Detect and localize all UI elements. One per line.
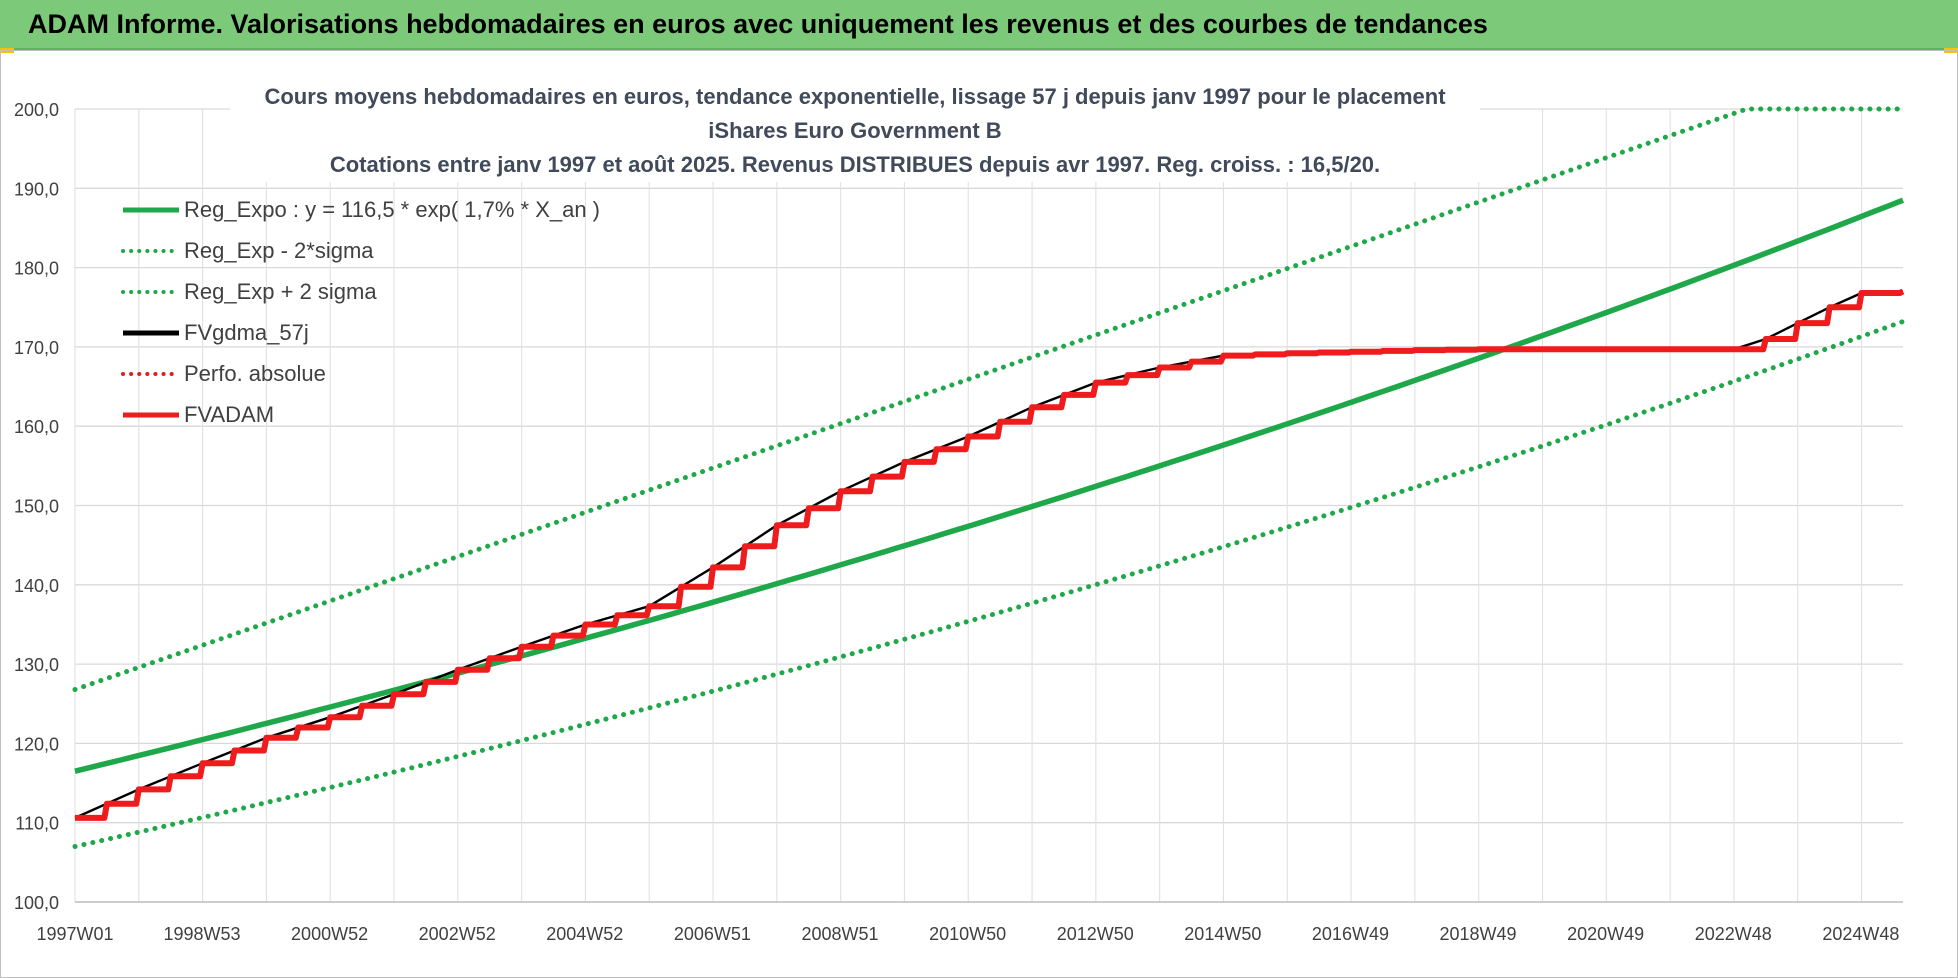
y-tick-label: 170,0 — [14, 338, 59, 358]
x-tick-label: 1998W53 — [163, 924, 240, 944]
x-tick-label: 2022W48 — [1695, 924, 1772, 944]
legend-swatch — [121, 371, 181, 376]
y-tick-label: 150,0 — [14, 497, 59, 517]
x-tick-label: 2008W51 — [801, 924, 878, 944]
y-tick-label: 140,0 — [14, 576, 59, 596]
y-tick-label: 190,0 — [14, 179, 59, 199]
legend-swatch — [121, 248, 181, 253]
x-tick-label: 2014W50 — [1184, 924, 1261, 944]
legend-swatch — [123, 330, 179, 335]
y-tick-label: 100,0 — [14, 893, 59, 913]
x-tick-label: 2018W49 — [1440, 924, 1517, 944]
legend-swatch — [121, 289, 181, 294]
legend-item: Perfo. absolue — [120, 353, 600, 394]
legend-swatch — [123, 412, 179, 417]
series-layer — [72, 106, 1906, 849]
y-tick-label: 200,0 — [14, 100, 59, 120]
grid — [74, 108, 1903, 903]
legend: Reg_Expo : y = 116,5 * exp( 1,7% * X_an … — [120, 189, 600, 435]
x-tick-label: 2006W51 — [674, 924, 751, 944]
legend-item: Reg_Exp + 2 sigma — [120, 271, 600, 312]
legend-label: Reg_Exp + 2 sigma — [184, 278, 377, 304]
y-tick-label: 120,0 — [14, 734, 59, 754]
x-tick-label: 2004W52 — [546, 924, 623, 944]
header-bar: ADAM Informe. Valorisations hebdomadaire… — [0, 0, 1958, 50]
x-tick-label: 2016W49 — [1312, 924, 1389, 944]
y-tick-label: 110,0 — [15, 814, 59, 834]
legend-label: FVADAM — [184, 401, 275, 427]
y-tick-label: 160,0 — [14, 417, 59, 437]
legend-label: FVgdma_57j — [184, 319, 309, 345]
legend-label: Reg_Exp - 2*sigma — [184, 237, 374, 263]
series-line-0 — [74, 197, 1905, 774]
y-tick-label: 180,0 — [14, 259, 59, 279]
chart-title: Cours moyens hebdomadaires en euros, ten… — [230, 80, 1480, 148]
axes: 100,0 110,0 120,0 130,0 140,0 150,0 160,0 170,0… — [14, 100, 1903, 944]
legend-item: Reg_Exp - 2*sigma — [120, 230, 600, 271]
x-tick-label: 2024W48 — [1822, 924, 1899, 944]
series-line-5 — [75, 288, 1905, 821]
legend-item: Reg_Expo : y = 116,5 * exp( 1,7% * X_an … — [120, 189, 600, 230]
series-line-2 — [72, 106, 1906, 692]
x-tick-label: 2010W50 — [929, 924, 1006, 944]
legend-item: FVgdma_57j — [120, 312, 600, 353]
legend-label: Perfo. absolue — [184, 360, 326, 386]
legend-label: Reg_Expo : y = 116,5 * exp( 1,7% * X_an … — [184, 196, 601, 222]
chart-subtitle: Cotations entre janv 1997 et août 2025. … — [230, 148, 1480, 182]
page-title: ADAM Informe. Valorisations hebdomadaire… — [28, 9, 1488, 39]
x-tick-label: 2000W52 — [291, 924, 368, 944]
y-tick-label: 130,0 — [14, 655, 59, 675]
legend-item: FVADAM — [120, 394, 600, 435]
chart-title-block: Cours moyens hebdomadaires en euros, ten… — [230, 80, 1480, 182]
x-tick-label: 1997W01 — [36, 924, 113, 944]
legend-swatch — [123, 207, 179, 212]
x-tick-label: 2020W49 — [1567, 924, 1644, 944]
x-tick-label: 2012W50 — [1057, 924, 1134, 944]
x-tick-label: 2002W52 — [419, 924, 496, 944]
